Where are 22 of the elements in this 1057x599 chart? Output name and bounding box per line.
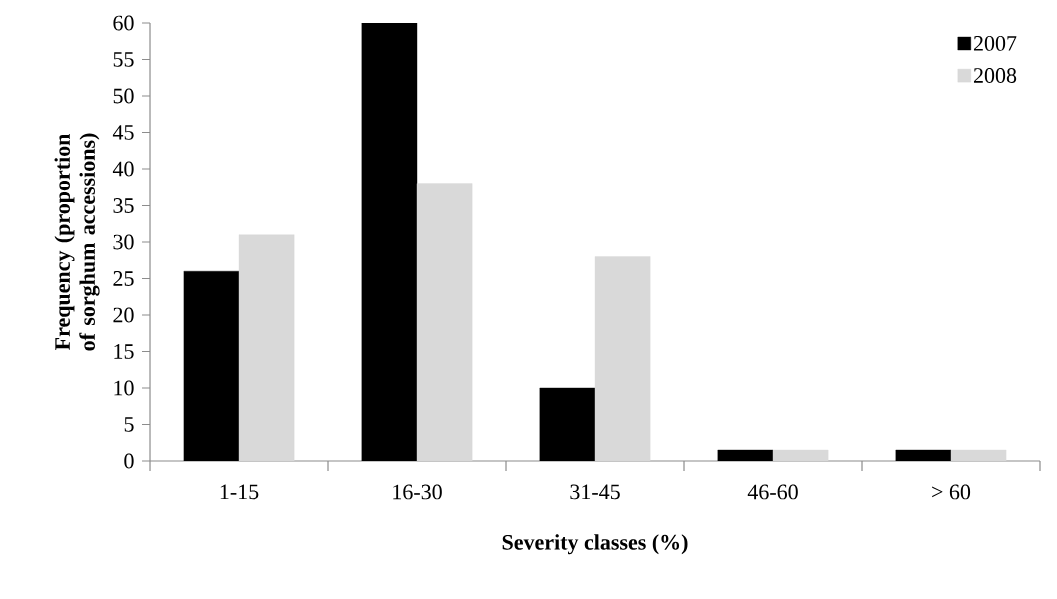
y-tick-label: 0 <box>124 453 134 469</box>
x-axis-title: Severity classes (%) <box>502 534 688 555</box>
y-tick-label: 45 <box>112 125 134 140</box>
y-tick-label: 10 <box>114 380 134 396</box>
x-tick-label: 31-45 <box>570 484 620 500</box>
y-tick-label: 55 <box>113 52 134 67</box>
x-tick-label: > 60 <box>932 484 971 500</box>
y-tick-label: 60 <box>113 15 134 31</box>
legend-label: 2008 <box>973 68 1017 83</box>
x-tick-label: 1-15 <box>220 484 259 500</box>
y-tick-label: 25 <box>113 271 134 286</box>
y-tick-label: 20 <box>113 307 134 323</box>
y-tick-label: 40 <box>112 161 134 177</box>
y-tick-label: 5 <box>124 417 134 432</box>
y-tick-label: 50 <box>113 88 134 104</box>
y-tick-label: 35 <box>113 198 134 213</box>
x-tick-label: 16-30 <box>393 484 442 500</box>
y-tick-label: 15 <box>114 344 134 359</box>
y-tick-label: 30 <box>113 234 134 250</box>
y-axis-title: Frequency (proportion of sorghum accessions) <box>54 133 100 351</box>
legend-label: 2007 <box>973 35 1017 51</box>
x-tick-label: 46-60 <box>747 484 798 500</box>
